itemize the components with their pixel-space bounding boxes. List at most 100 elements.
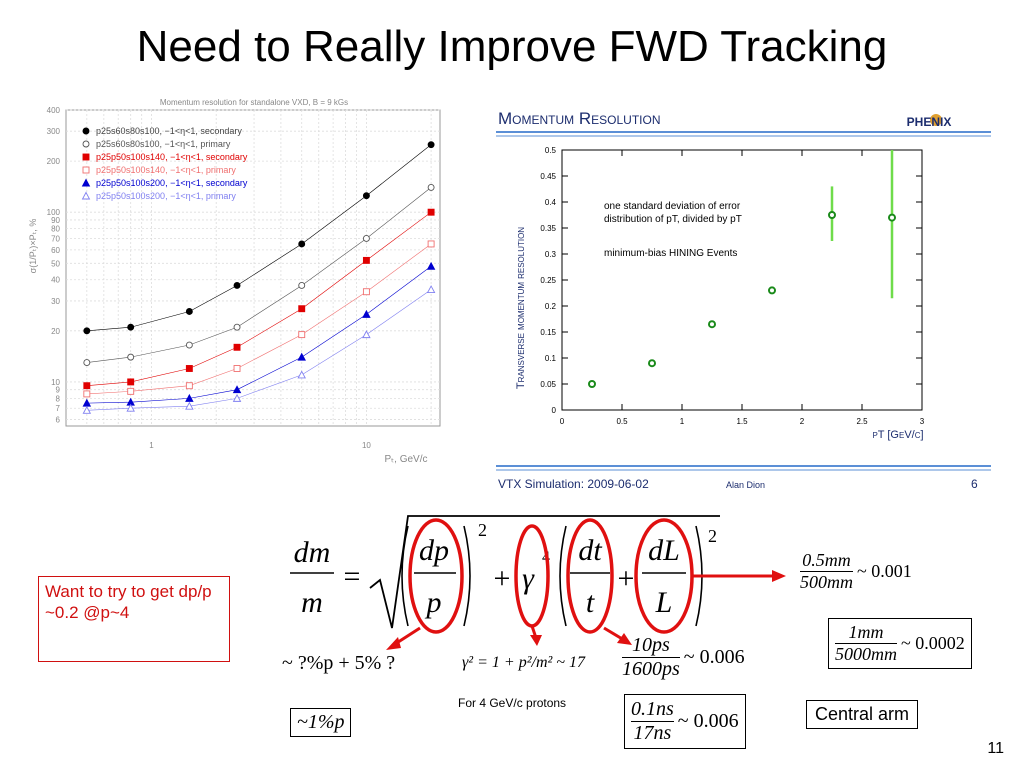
left-chart-point [362,330,371,339]
panel-series [588,150,896,388]
legend-entry: p25p50s100s140, −1<η<1, secondary [96,152,248,162]
dt1-numerator: 10ps [632,634,670,656]
left-chart-frame [65,109,441,427]
protons-note: For 4 GeV/c protons [458,696,567,710]
left-chart-xtick: 10 [362,441,371,450]
panel-point [828,211,836,219]
left-chart-point [362,256,370,264]
left-chart-point [185,393,194,402]
panel-ylabel: Transverse momentum resolution [515,227,527,389]
dl2-value: ~ 0.0002 [901,633,965,653]
panel-ytick: 0.25 [540,276,556,285]
legend-entry: p25p50s100s200, −1<η<1, secondary [96,178,248,188]
legend-entry: p25p50s100s200, −1<η<1, primary [96,191,236,201]
left-chart-point [298,240,306,248]
legend-marker [82,127,90,135]
panel-annotation-3: minimum-bias HINING Events [604,248,737,259]
left-chart-ylabel: σ(1/Pₜ)×Pₜ, % [28,219,38,274]
legend-marker [82,166,90,174]
left-chart-ytick: 40 [51,276,60,285]
dt1-value: ~ 0.006 [683,646,745,668]
left-chart-ytick: 20 [51,327,60,336]
eq-t: t [586,586,595,619]
arrow-dL [692,570,786,582]
eq-p: p [425,586,442,619]
left-chart-ytick: 90 [51,216,60,225]
left-chart-series [82,141,436,414]
dl1-value: ~ 0.001 [857,561,912,581]
left-chart-ytick: 200 [47,157,61,166]
dp-note: ~ ?%p + 5% ? [282,652,396,674]
dl2-denominator: 5000mm [835,643,897,664]
dl1-denominator: 500mm [800,571,853,592]
left-chart-point [232,385,242,394]
left-chart-point [297,352,306,361]
left-chart-point [83,382,91,390]
left-chart-ytick: 300 [47,127,61,136]
panel-xtick: 1 [680,417,685,426]
left-chart-point [233,282,241,289]
left-chart-point [426,285,436,294]
left-chart-point [362,309,371,318]
dl-fraction-1: 0.5mm 500mm ~ 0.001 [800,550,912,593]
left-chart-point [127,353,135,361]
left-chart-ytick: 70 [51,234,60,243]
dp-box: ~1%p [290,708,352,737]
dl1-numerator: 0.5mm [802,550,851,570]
left-chart-point [297,370,306,379]
left-resolution-chart: Momentum resolution for standalone VXD, … [26,96,446,468]
panel-point [768,286,776,295]
legend-marker [82,153,90,161]
dt-fraction-2: 0.1ns 17ns ~ 0.006 [624,694,746,749]
left-chart-point [185,382,193,390]
eq-L: L [655,586,673,619]
phenix-logo-mark [930,114,942,126]
slide-title: Need to Really Improve FWD Tracking [136,22,888,71]
left-chart-point [427,240,435,248]
left-chart-point [427,141,435,149]
arrow-dp [386,626,421,650]
left-chart-ytick: 6 [56,416,61,425]
panel-point [888,213,896,222]
panel-xtick: 2 [800,417,805,426]
left-chart-ytick: 100 [47,208,61,217]
panel-footer-page: 6 [971,477,978,491]
panel-ytick: 0.35 [540,224,556,233]
eq-dp: dp [419,534,449,567]
left-chart-ytick: 8 [56,394,61,403]
page-number: 11 [987,740,1004,757]
dt-fraction-1: 10ps 1600ps ~ 0.006 [622,634,782,681]
gamma-formula: γ² = 1 + p²/m² ~ 17 [462,654,585,671]
panel-ytick: 0.45 [540,172,556,181]
legend-entry: p25s60s80s100, −1<η<1, secondary [96,126,242,136]
eq-paren-r1 [463,525,471,627]
panel-point [588,380,596,388]
left-chart-ytick: 7 [56,404,61,413]
left-chart-ytick: 50 [51,259,60,268]
eq-dm: dm [294,536,331,569]
callout-box: Want to try to get dp/p ~0.2 @p~4 [38,576,230,662]
legend-marker [81,191,91,200]
panel-footer-author: Alan Dion [726,480,765,490]
left-chart-point [362,235,370,242]
equation-area: dm m = dp p 2 + γ 4 dt t + dL L 2 [290,515,786,650]
left-chart-point [426,261,436,270]
left-chart-title: Momentum resolution for standalone VXD, … [160,98,348,107]
panel-annotation-2: distribution of pT, divided by pT [604,214,742,225]
left-chart-point [83,390,91,398]
left-chart-point [298,305,306,313]
panel-ytick: 0.1 [545,354,557,363]
left-chart-point [127,323,135,331]
left-chart-ytick: 400 [47,106,61,115]
left-chart-background [26,96,446,468]
left-chart-point [232,393,242,402]
legend-entry: p25s60s80s100, −1<η<1, primary [96,139,231,149]
panel-xtick: 0.5 [616,417,628,426]
panel-ytick: 0.5 [545,146,557,155]
eq-paren-l2 [559,525,567,627]
left-chart-point [127,387,135,395]
main-equation: dm m = dp p 2 + γ 4 dt t + dL L 2 [290,515,720,629]
dt2-value: ~ 0.006 [677,710,739,732]
panel-ytick: 0.3 [545,250,557,259]
